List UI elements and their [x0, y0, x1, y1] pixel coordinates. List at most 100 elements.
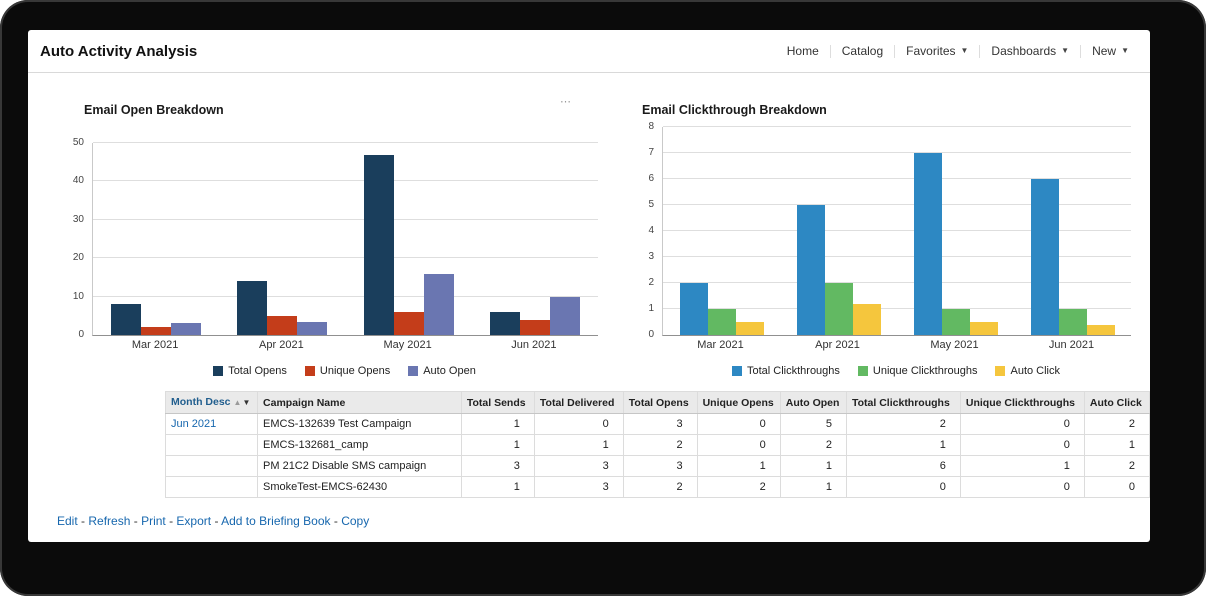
gridline	[93, 295, 598, 297]
chart-title: Email Clickthrough Breakdown	[642, 103, 827, 117]
metric-cell: 2	[622, 434, 698, 456]
column-header-total-delivered[interactable]: Total Delivered	[533, 391, 624, 414]
bar[interactable]	[796, 205, 825, 335]
column-header-auto-click[interactable]: Auto Click	[1083, 391, 1150, 414]
bar-group	[897, 127, 1014, 335]
footer-link-edit[interactable]: Edit	[57, 514, 78, 528]
metric-cell: 0	[696, 434, 781, 456]
bar[interactable]	[111, 304, 142, 335]
metric-cell: 6	[846, 455, 961, 477]
nav-item-catalog[interactable]: Catalog	[831, 44, 894, 58]
month-cell[interactable]: Jun 2021	[164, 413, 259, 435]
month-cell	[164, 455, 259, 477]
footer-link-print[interactable]: Print	[141, 514, 166, 528]
gridline	[663, 152, 1131, 153]
footer-link-export[interactable]: Export	[176, 514, 212, 528]
footer-link-add-to-briefing-book[interactable]: Add to Briefing Book	[221, 514, 331, 528]
metric-cell: 1	[779, 455, 848, 477]
column-header-label: Month Desc	[171, 396, 231, 408]
bar[interactable]	[824, 283, 853, 335]
x-axis-labels: Mar 2021 Apr 2021 May 2021 Jun 2021	[92, 335, 597, 351]
y-axis-tick-label: 6	[648, 173, 654, 184]
bar[interactable]	[679, 283, 708, 335]
column-header-unique-clickthroughs[interactable]: Unique Clickthroughs	[959, 391, 1085, 414]
gridline	[663, 204, 1131, 205]
bar[interactable]	[171, 323, 202, 335]
legend-label: Auto Open	[423, 365, 476, 377]
x-axis-tick-label: Mar 2021	[131, 339, 179, 351]
y-axis-tick-label: 5	[648, 199, 654, 210]
nav-item-label: Favorites	[906, 44, 956, 58]
y-axis-tick-label: 40	[72, 175, 84, 187]
column-header-auto-open[interactable]: Auto Open	[779, 391, 848, 414]
metric-cell: 0	[959, 434, 1085, 456]
y-axis-tick-label: 30	[72, 213, 84, 225]
metric-cell: 1	[846, 434, 961, 456]
section-overflow-icon[interactable]: ⋯	[560, 96, 573, 108]
column-header-month-desc[interactable]: Month Desc ▲▼	[164, 391, 259, 414]
metric-cell: 3	[533, 476, 624, 498]
legend-swatch	[857, 366, 868, 376]
column-header-total-sends[interactable]: Total Sends	[460, 391, 535, 414]
bar[interactable]	[852, 303, 881, 335]
gridline	[663, 282, 1131, 283]
table-row: PM 21C2 Disable SMS campaign 3 3 3 1 1 6 1 2	[164, 455, 1150, 477]
campaign-name-cell: PM 21C2 Disable SMS campaign	[257, 455, 462, 477]
footer-link-refresh[interactable]: Refresh	[88, 514, 131, 528]
y-axis-tick-label: 1	[648, 303, 654, 314]
bar[interactable]	[735, 322, 764, 335]
bar[interactable]	[393, 311, 424, 335]
bar[interactable]	[707, 309, 736, 335]
table-header-row: Month Desc ▲▼ Campaign Name Total Sends Tota…	[164, 391, 1150, 414]
nav-item-dashboards[interactable]: Dashboards ▼	[980, 44, 1080, 58]
bar[interactable]	[969, 322, 998, 335]
column-header-campaign-name[interactable]: Campaign Name	[257, 391, 462, 414]
bar[interactable]	[519, 319, 550, 335]
bar[interactable]	[267, 315, 298, 335]
column-header-total-opens[interactable]: Total Opens	[622, 391, 698, 414]
sort-ascending-icon[interactable]: ▲	[233, 398, 242, 407]
bar[interactable]	[1058, 309, 1087, 335]
nav-separator	[894, 44, 896, 58]
bar[interactable]	[489, 311, 520, 335]
header-divider	[28, 72, 1150, 73]
bar[interactable]	[941, 309, 970, 335]
x-axis-tick-label: Jun 2021	[511, 339, 557, 351]
nav-item-home[interactable]: Home	[776, 44, 830, 58]
charts-section: ⋯ Email Open Breakdown 0 10 20 30 40 50 Mar 2…	[28, 96, 1150, 377]
bar[interactable]	[237, 281, 268, 335]
legend-item: Unique Clickthroughs	[857, 365, 977, 377]
bar[interactable]	[549, 296, 580, 335]
bar-group	[219, 143, 345, 335]
bar[interactable]	[363, 154, 394, 335]
nav-item-label: New	[1092, 44, 1117, 58]
page-title: Auto Activity Analysis	[40, 42, 198, 60]
nav-item-new[interactable]: New ▼	[1081, 44, 1140, 58]
bar[interactable]	[1030, 179, 1059, 335]
bar[interactable]	[913, 153, 942, 335]
month-cell	[164, 476, 259, 498]
metric-cell: 1	[460, 434, 535, 456]
bar[interactable]	[297, 321, 328, 335]
metric-cell: 1	[533, 434, 624, 456]
sort-descending-icon[interactable]: ▼	[242, 398, 251, 407]
metric-cell: 3	[622, 413, 698, 435]
nav-item-favorites[interactable]: Favorites ▼	[895, 44, 979, 58]
bar[interactable]	[423, 273, 454, 335]
column-header-unique-opens[interactable]: Unique Opens	[696, 391, 781, 414]
bar[interactable]	[1086, 324, 1115, 335]
column-header-total-clickthroughs[interactable]: Total Clickthroughs	[846, 391, 961, 414]
email-open-breakdown-chart: Email Open Breakdown 0 10 20 30 40 50 Mar 202…	[58, 103, 598, 377]
x-axis-tick-label: Mar 2021	[697, 339, 744, 351]
metric-cell: 2	[696, 476, 781, 498]
chevron-down-icon: ▼	[960, 46, 969, 55]
plot	[662, 126, 1131, 336]
footer-link-copy[interactable]: Copy	[341, 514, 370, 528]
chart-plot-area: 0 1 2 3 4 5 6 7 8	[628, 121, 1131, 340]
chart-legend: Total Clickthroughs Unique Clickthroughs A…	[662, 365, 1130, 377]
nav-item-label: Dashboards	[991, 44, 1057, 58]
nav-item-label: Home	[786, 44, 819, 58]
bar[interactable]	[141, 327, 172, 335]
y-axis-tick-label: 10	[72, 290, 84, 302]
